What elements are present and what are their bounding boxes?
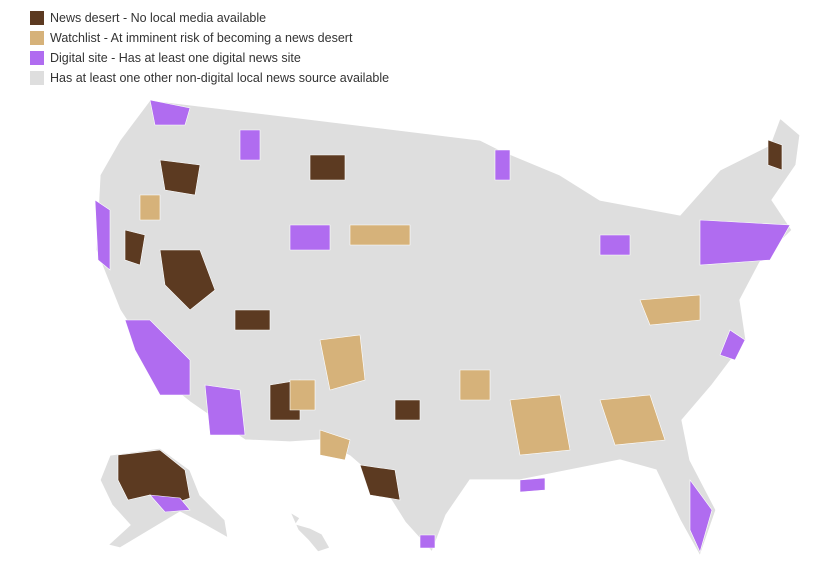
county-group — [719, 329, 746, 361]
county-group — [149, 494, 191, 513]
county-group — [689, 479, 713, 553]
hawaii — [288, 510, 331, 553]
county-highlights — [94, 99, 791, 553]
county-group — [394, 399, 421, 421]
county-group — [289, 224, 331, 251]
legend-swatch — [30, 11, 44, 25]
county-group — [639, 294, 701, 326]
county-group — [519, 477, 546, 493]
county-group — [319, 429, 351, 461]
county-group — [319, 334, 366, 391]
legend-label: News desert - No local media available — [50, 11, 266, 25]
county-group — [234, 309, 271, 331]
county-group — [239, 129, 261, 161]
legend-label: Digital site - Has at least one digital … — [50, 51, 301, 65]
county-group — [159, 249, 216, 311]
county-group — [494, 149, 511, 181]
county-group — [599, 234, 631, 256]
county-group — [349, 224, 411, 246]
legend-swatch — [30, 31, 44, 45]
county-group — [599, 394, 666, 446]
county-group — [149, 99, 191, 126]
county-group — [767, 139, 783, 171]
legend: News desert - No local media available Wa… — [30, 11, 389, 85]
legend-swatch — [30, 71, 44, 85]
county-group — [309, 154, 346, 181]
county-group — [204, 384, 246, 436]
county-group — [124, 319, 191, 396]
county-group — [699, 219, 791, 266]
county-group — [289, 379, 316, 411]
county-group — [509, 394, 571, 456]
county-group — [419, 534, 436, 549]
legend-swatch — [30, 51, 44, 65]
county-group — [94, 199, 111, 271]
county-group — [139, 194, 161, 221]
county-group — [459, 369, 491, 401]
county-group — [359, 464, 401, 501]
county-group — [124, 229, 146, 266]
legend-label: Watchlist - At imminent risk of becoming… — [50, 31, 353, 45]
county-group — [159, 159, 201, 196]
legend-label: Has at least one other non-digital local… — [50, 71, 389, 85]
